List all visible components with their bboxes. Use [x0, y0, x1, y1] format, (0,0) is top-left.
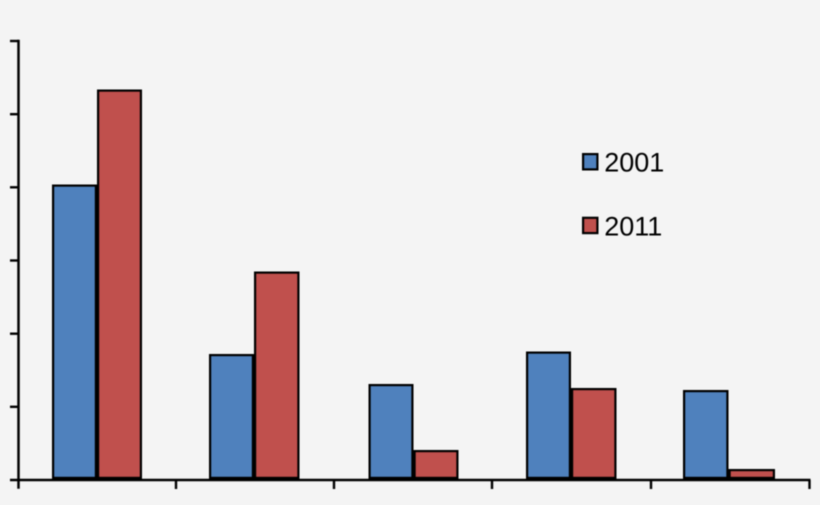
svg-text:2011: 2011 — [604, 212, 662, 242]
svg-text:2001: 2001 — [604, 148, 664, 178]
